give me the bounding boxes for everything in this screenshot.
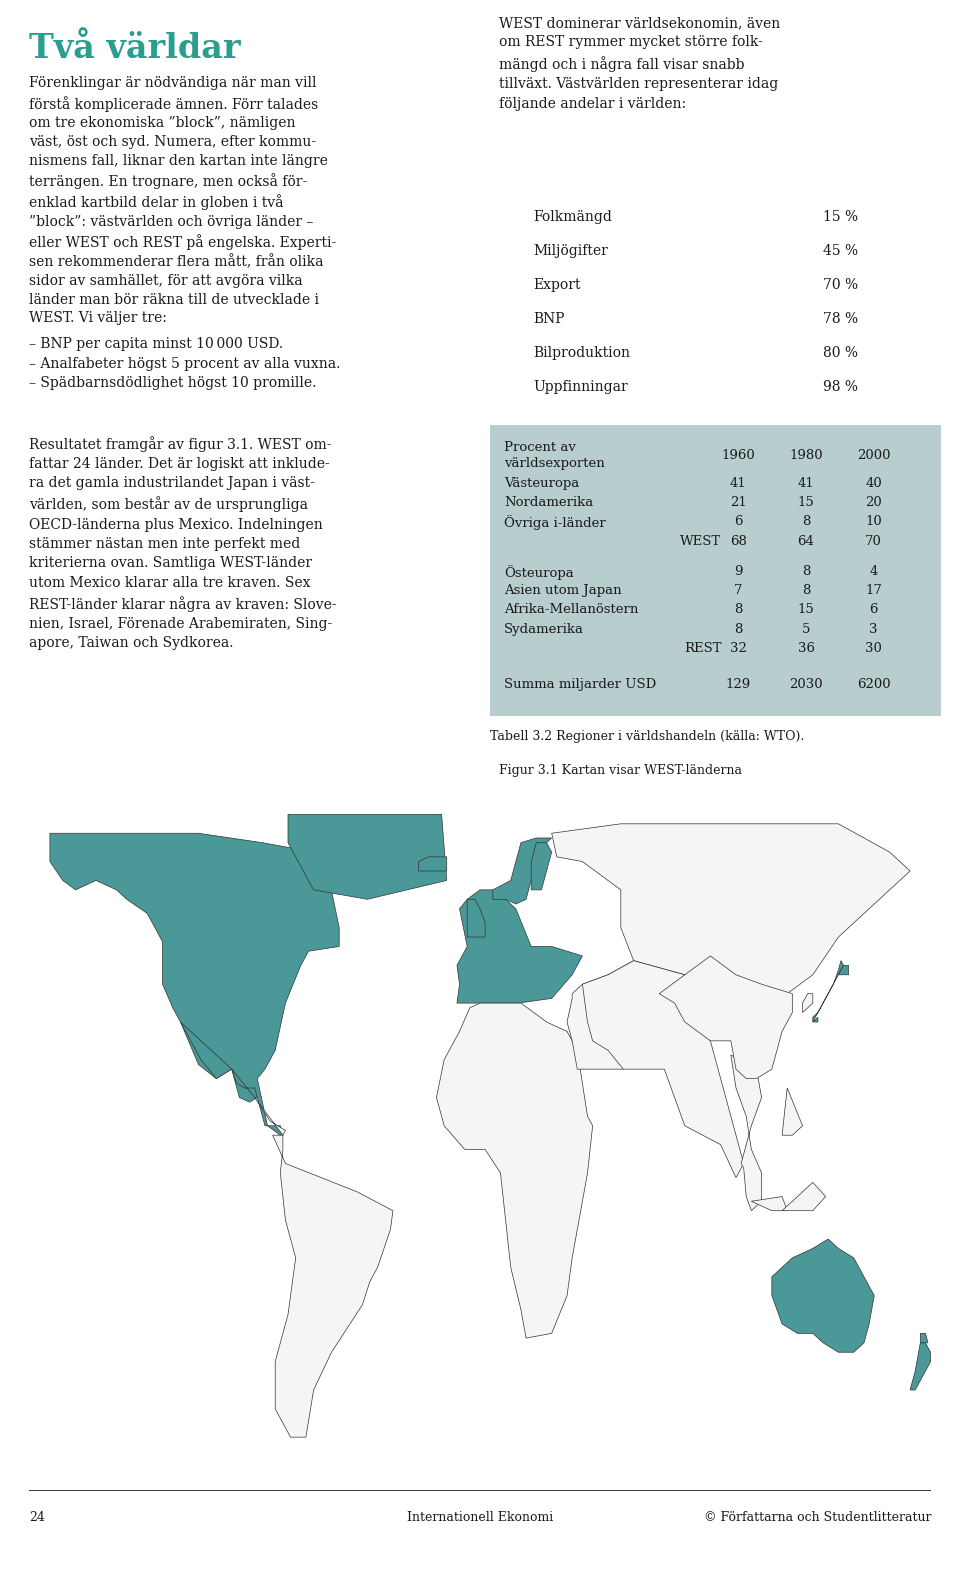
Polygon shape	[731, 1055, 761, 1211]
Text: WEST: WEST	[681, 535, 722, 547]
Text: 30: 30	[865, 641, 882, 655]
Text: Internationell Ekonomi: Internationell Ekonomi	[407, 1511, 553, 1524]
Polygon shape	[552, 824, 910, 994]
Text: 36: 36	[798, 641, 814, 655]
Text: 98 %: 98 %	[823, 380, 858, 393]
Polygon shape	[457, 889, 583, 1002]
Text: 9: 9	[734, 565, 743, 578]
Text: Asien utom Japan: Asien utom Japan	[504, 584, 622, 597]
Polygon shape	[50, 834, 339, 1136]
Text: 32: 32	[730, 641, 747, 655]
Polygon shape	[813, 1017, 818, 1021]
Polygon shape	[782, 1088, 803, 1136]
Text: 8: 8	[734, 603, 743, 616]
Polygon shape	[419, 858, 446, 870]
Text: 8: 8	[734, 622, 743, 636]
Polygon shape	[437, 1002, 592, 1338]
Text: 10: 10	[865, 515, 882, 528]
Text: 129: 129	[726, 678, 751, 690]
Text: 80 %: 80 %	[823, 345, 858, 360]
Text: Tabell 3.2 Regioner i världshandeln (källa: WTO).: Tabell 3.2 Regioner i världshandeln (käl…	[490, 730, 804, 743]
Polygon shape	[921, 1333, 928, 1343]
Text: 40: 40	[865, 477, 882, 490]
Text: 6200: 6200	[856, 678, 891, 690]
Text: Västeuropa: Västeuropa	[504, 477, 579, 490]
Text: 41: 41	[730, 477, 747, 490]
Text: REST: REST	[684, 641, 722, 655]
Text: 8: 8	[802, 565, 810, 578]
Text: 8: 8	[802, 584, 810, 597]
Polygon shape	[468, 899, 485, 937]
Text: 6: 6	[870, 603, 877, 616]
Text: 21: 21	[730, 496, 747, 509]
Polygon shape	[752, 1196, 787, 1211]
Text: Två världar: Två världar	[29, 32, 240, 65]
Text: Förenklingar är nödvändiga när man vill
förstå komplicerade ämnen. Förr talades
: Förenklingar är nödvändiga när man vill …	[29, 76, 336, 325]
Text: Övriga i-länder: Övriga i-länder	[504, 515, 606, 530]
Text: 24: 24	[29, 1511, 45, 1524]
Text: BNP: BNP	[534, 312, 565, 326]
Text: 8: 8	[802, 515, 810, 528]
Polygon shape	[273, 1136, 393, 1437]
Polygon shape	[254, 1098, 285, 1136]
Text: Sydamerika: Sydamerika	[504, 622, 584, 636]
Text: © Författarna och Studentlitteratur: © Författarna och Studentlitteratur	[704, 1511, 931, 1524]
Polygon shape	[567, 961, 634, 1069]
Text: Figur 3.1 Kartan visar WEST-länderna: Figur 3.1 Kartan visar WEST-länderna	[499, 764, 742, 776]
Text: Export: Export	[534, 278, 581, 291]
Text: 17: 17	[865, 584, 882, 597]
Polygon shape	[492, 838, 552, 904]
Text: 78 %: 78 %	[823, 312, 858, 326]
Text: 2030: 2030	[789, 678, 823, 690]
Text: 20: 20	[865, 496, 882, 509]
Polygon shape	[838, 966, 849, 975]
Text: WEST dominerar världsekonomin, även
om REST rymmer mycket större folk-
mängd och: WEST dominerar världsekonomin, även om R…	[499, 16, 780, 111]
Polygon shape	[531, 843, 552, 889]
Text: – BNP per capita minst 10 000 USD.
– Analfabeter högst 5 procent av alla vuxna.
: – BNP per capita minst 10 000 USD. – Ana…	[29, 337, 340, 390]
FancyBboxPatch shape	[490, 425, 941, 716]
Text: Folkmängd: Folkmängd	[534, 210, 612, 224]
Text: 4: 4	[870, 565, 877, 578]
Text: världsexporten: världsexporten	[504, 457, 605, 469]
Polygon shape	[910, 1343, 930, 1391]
Text: 41: 41	[798, 477, 814, 490]
Text: 6: 6	[734, 515, 743, 528]
Text: 2000: 2000	[857, 449, 890, 463]
Text: 7: 7	[734, 584, 743, 597]
Text: Nordamerika: Nordamerika	[504, 496, 593, 509]
Polygon shape	[583, 961, 744, 1177]
Text: Uppfinningar: Uppfinningar	[534, 380, 629, 393]
Text: 5: 5	[802, 622, 810, 636]
Text: Resultatet framgår av figur 3.1. WEST om-
fattar 24 länder. Det är logiskt att i: Resultatet framgår av figur 3.1. WEST om…	[29, 436, 336, 651]
Text: 70 %: 70 %	[823, 278, 858, 291]
Polygon shape	[813, 961, 844, 1021]
Text: 15: 15	[798, 496, 814, 509]
Polygon shape	[180, 1021, 257, 1098]
Text: Summa miljarder USD: Summa miljarder USD	[504, 678, 657, 690]
Text: Östeuropa: Östeuropa	[504, 565, 574, 579]
Text: Bilproduktion: Bilproduktion	[534, 345, 631, 360]
Text: 1980: 1980	[789, 449, 823, 463]
Text: 70: 70	[865, 535, 882, 547]
Text: 15 %: 15 %	[823, 210, 858, 224]
Polygon shape	[660, 956, 792, 1079]
Text: 68: 68	[730, 535, 747, 547]
Polygon shape	[772, 1239, 875, 1352]
Text: Afrika-Mellanöstern: Afrika-Mellanöstern	[504, 603, 638, 616]
Text: 64: 64	[798, 535, 814, 547]
Polygon shape	[288, 815, 446, 899]
Text: Procent av: Procent av	[504, 441, 576, 453]
Text: Miljögifter: Miljögifter	[534, 243, 609, 258]
Text: 1960: 1960	[722, 449, 756, 463]
Polygon shape	[782, 1182, 826, 1211]
Text: 45 %: 45 %	[823, 243, 858, 258]
Polygon shape	[803, 994, 813, 1012]
Text: 3: 3	[870, 622, 877, 636]
Text: 15: 15	[798, 603, 814, 616]
